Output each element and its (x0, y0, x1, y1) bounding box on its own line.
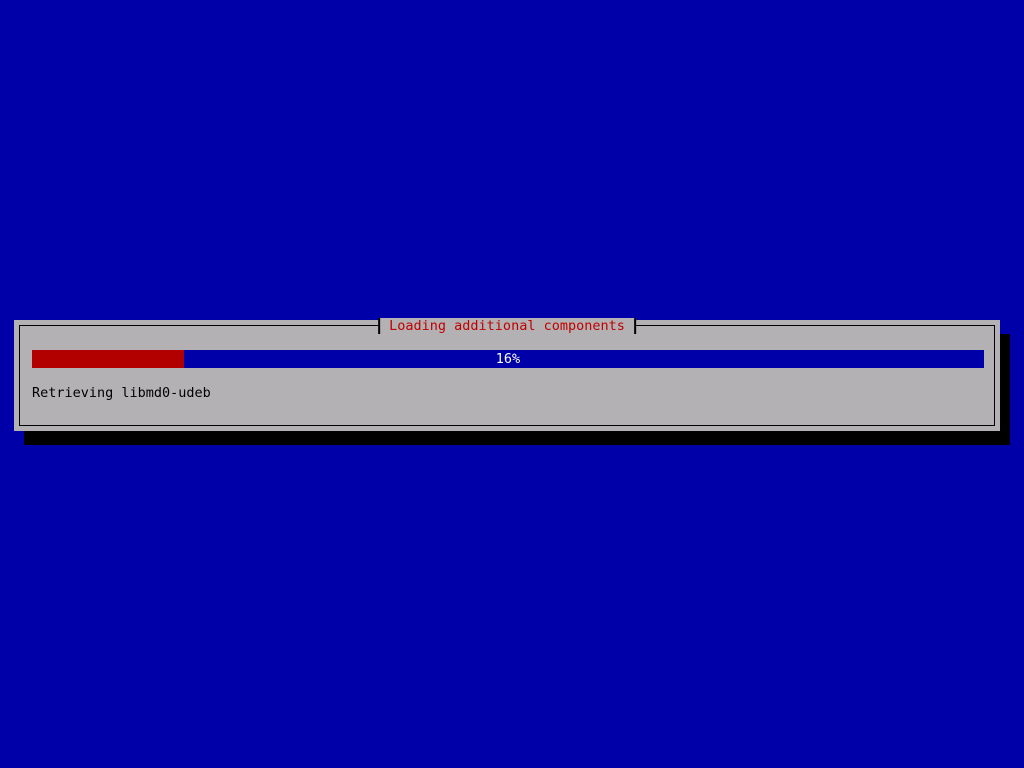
progress-dialog: Loading additional components 16% Retrie… (14, 318, 1000, 431)
dialog-title: Loading additional components (378, 318, 636, 334)
progress-bar: 16% (32, 350, 984, 368)
status-text: Retrieving libmd0-udeb (32, 385, 211, 401)
progress-fill (32, 350, 185, 368)
progress-percent-label: 16% (495, 351, 521, 367)
dialog-border (19, 325, 995, 426)
